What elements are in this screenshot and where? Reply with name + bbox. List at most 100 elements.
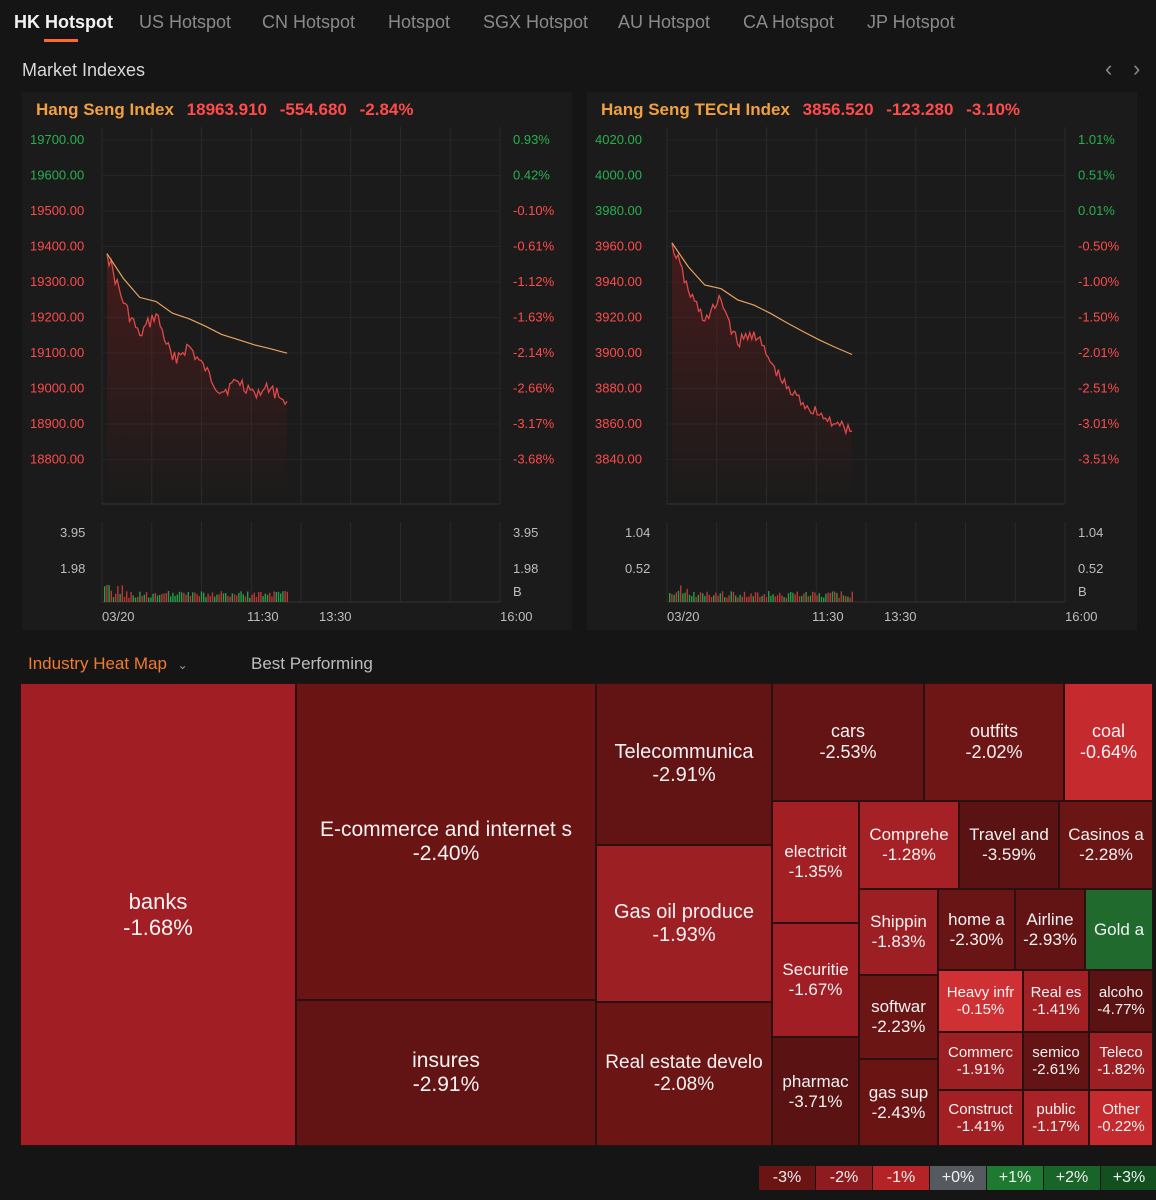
tab-hk-hotspot[interactable]: HK Hotspot xyxy=(14,12,113,32)
heatmap-tile-real-estate-develo[interactable]: Real estate develo -2.08% xyxy=(596,1002,772,1146)
heatmap-tile-casinos[interactable]: Casinos a -2.28% xyxy=(1059,801,1153,889)
tab-us-hotspot[interactable]: US Hotspot xyxy=(139,12,232,32)
volume-bar xyxy=(163,593,165,602)
heatmap-tile-coal[interactable]: coal -0.64% xyxy=(1064,683,1153,801)
heatmap-tile-commerc[interactable]: Commerc -1.91% xyxy=(938,1032,1023,1090)
heatmap-tile-comprehe[interactable]: Comprehe -1.28% xyxy=(859,801,959,889)
heatmap-tile-public[interactable]: public -1.17% xyxy=(1023,1090,1089,1146)
tab-hotspot[interactable]: Hotspot xyxy=(388,12,451,32)
volume-bar xyxy=(735,595,737,602)
volume-bar xyxy=(820,596,823,602)
heatmap-tile-gas-oil[interactable]: Gas oil produce -1.93% xyxy=(596,845,772,1002)
heatmap-tile-pharmac[interactable]: pharmac -3.71% xyxy=(772,1037,859,1146)
index-header: Hang Seng TECH Index 3856.520 -123.280 -… xyxy=(601,100,1028,120)
volume-bar xyxy=(251,594,253,602)
volume-bar xyxy=(688,594,691,602)
price-line-series xyxy=(671,242,853,436)
volume-bar xyxy=(200,591,203,602)
heatmap-tile-ecommerce[interactable]: E-commerce and internet s -2.40% xyxy=(296,683,596,1000)
chart-panel-hstech[interactable]: Hang Seng TECH Index 3856.520 -123.280 -… xyxy=(587,92,1137,630)
pct-tick-label: -3.01% xyxy=(1078,416,1120,431)
heatmap-tile-gold[interactable]: Gold a xyxy=(1085,889,1153,970)
heatmap-tile-other[interactable]: Other -0.22% xyxy=(1089,1090,1153,1146)
volume-bar xyxy=(836,592,838,602)
volume-bar xyxy=(776,595,779,602)
heatmap-tile-teleco[interactable]: Teleco -1.82% xyxy=(1089,1032,1153,1090)
volume-bar xyxy=(156,595,159,602)
heatmap-tile-semico[interactable]: semico -2.61% xyxy=(1023,1032,1089,1090)
tab-cn-hotspot[interactable]: CN Hotspot xyxy=(262,12,356,32)
volume-bar xyxy=(143,594,145,602)
tab-jp-hotspot[interactable]: JP Hotspot xyxy=(867,12,955,32)
tab-au-hotspot[interactable]: AU Hotspot xyxy=(618,12,711,32)
average-line-series xyxy=(671,242,853,356)
pct-tick-label: -2.01% xyxy=(1078,345,1120,360)
volume-bar xyxy=(211,592,214,602)
chevron-left-icon[interactable]: ‹ xyxy=(1105,56,1113,81)
volume-bar xyxy=(192,592,194,602)
volume-tick-label: 0.52 xyxy=(625,561,650,576)
industry-heat-map: banks -1.68% E-commerce and internet s -2.… xyxy=(20,683,1153,1146)
volume-bar xyxy=(697,594,699,602)
volume-bar xyxy=(161,593,163,602)
volume-bar xyxy=(677,590,680,602)
heatmap-tile-construct[interactable]: Construct -1.41% xyxy=(938,1090,1023,1146)
volume-bar xyxy=(185,594,187,602)
volume-tick-label: 1.98 xyxy=(60,561,85,576)
heatmap-tile-telecommunica[interactable]: Telecommunica -2.91% xyxy=(596,683,772,845)
volume-bar xyxy=(117,586,119,602)
heatmap-tile-outfits[interactable]: outfits -2.02% xyxy=(924,683,1064,801)
volume-bar xyxy=(772,594,774,602)
pct-tick-label: 0.42% xyxy=(513,168,550,183)
volume-bar xyxy=(774,596,776,602)
tab-industry-heat-map[interactable]: Industry Heat Map ⌄ xyxy=(28,654,188,674)
heatmap-tile-home[interactable]: home a -2.30% xyxy=(938,889,1015,970)
pct-tick-label: -3.68% xyxy=(513,452,555,467)
heatmap-tile-airline[interactable]: Airline -2.93% xyxy=(1015,889,1085,970)
volume-bar xyxy=(152,593,154,602)
heatmap-tile-insures[interactable]: insures -2.91% xyxy=(296,1000,596,1146)
index-change: -123.280 xyxy=(886,100,954,119)
chart-panel-hsi[interactable]: Hang Seng Index 18963.910 -554.680 -2.84… xyxy=(22,92,572,630)
volume-bar xyxy=(807,596,809,602)
volume-bar xyxy=(181,592,183,602)
heatmap-tile-heavy-infr[interactable]: Heavy infr -0.15% xyxy=(938,970,1023,1032)
heatmap-tile-travel[interactable]: Travel and -3.59% xyxy=(959,801,1059,889)
volume-bar xyxy=(236,595,238,602)
price-tick-label: 19000.00 xyxy=(30,381,84,396)
volume-bar xyxy=(139,591,141,602)
heatmap-tile-cars[interactable]: cars -2.53% xyxy=(772,683,924,801)
volume-bar xyxy=(693,592,695,602)
volume-bar xyxy=(183,592,185,602)
time-axis-label: 16:00 xyxy=(500,609,533,624)
tab-sgx-hotspot[interactable]: SGX Hotspot xyxy=(483,12,589,32)
volume-bar xyxy=(669,593,671,602)
volume-bar xyxy=(713,595,715,602)
heatmap-tile-gas-sup[interactable]: gas sup -2.43% xyxy=(859,1059,938,1146)
volume-bar xyxy=(785,597,787,602)
price-tick-label: 4020.00 xyxy=(595,132,642,147)
volume-bar xyxy=(739,594,741,602)
volume-bar xyxy=(741,596,743,602)
heatmap-tile-shippin[interactable]: Shippin -1.83% xyxy=(859,889,938,975)
volume-bar xyxy=(273,591,275,602)
heatmap-tile-alcoho[interactable]: alcoho -4.77% xyxy=(1089,970,1153,1032)
tab-best-performing[interactable]: Best Performing xyxy=(251,654,373,673)
heatmap-tile-softwar[interactable]: softwar -2.23% xyxy=(859,975,938,1059)
price-tick-label: 3980.00 xyxy=(595,203,642,218)
volume-bar xyxy=(150,597,152,602)
volume-bar xyxy=(746,597,748,602)
volume-bar xyxy=(123,596,126,602)
heatmap-tile-electricit[interactable]: electricit -1.35% xyxy=(772,801,859,923)
volume-bar xyxy=(796,591,798,602)
price-line-series xyxy=(106,253,288,406)
volume-bar xyxy=(258,592,260,602)
volume-bar xyxy=(805,592,807,602)
heatmap-tile-securitie[interactable]: Securitie -1.67% xyxy=(772,923,859,1037)
heatmap-tile-banks[interactable]: banks -1.68% xyxy=(20,683,296,1146)
tab-ca-hotspot[interactable]: CA Hotspot xyxy=(743,12,835,32)
heatmap-tile-real-es[interactable]: Real es -1.41% xyxy=(1023,970,1089,1032)
volume-bar xyxy=(275,592,277,602)
chevron-right-icon[interactable]: › xyxy=(1133,56,1141,81)
heatmap-legend: -3% -2% -1% +0% +1% +2% +3% xyxy=(758,1166,1156,1190)
